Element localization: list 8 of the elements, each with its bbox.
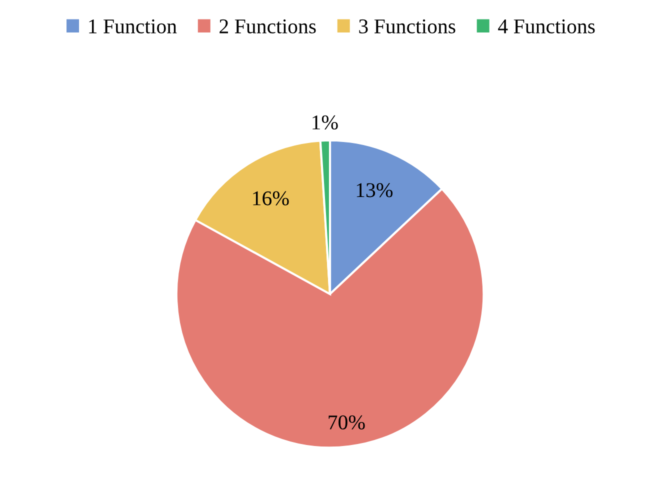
data-label: 13% (356, 183, 393, 198)
legend-label: 1 Function (89, 19, 177, 34)
legend-label: 2 Functions (220, 19, 316, 34)
legend-label: 4 Functions (498, 19, 595, 34)
data-label: 16% (253, 191, 289, 206)
data-label: 1% (312, 115, 338, 130)
data-label: 70% (328, 415, 365, 430)
legend-label: 3 Functions (359, 19, 456, 34)
